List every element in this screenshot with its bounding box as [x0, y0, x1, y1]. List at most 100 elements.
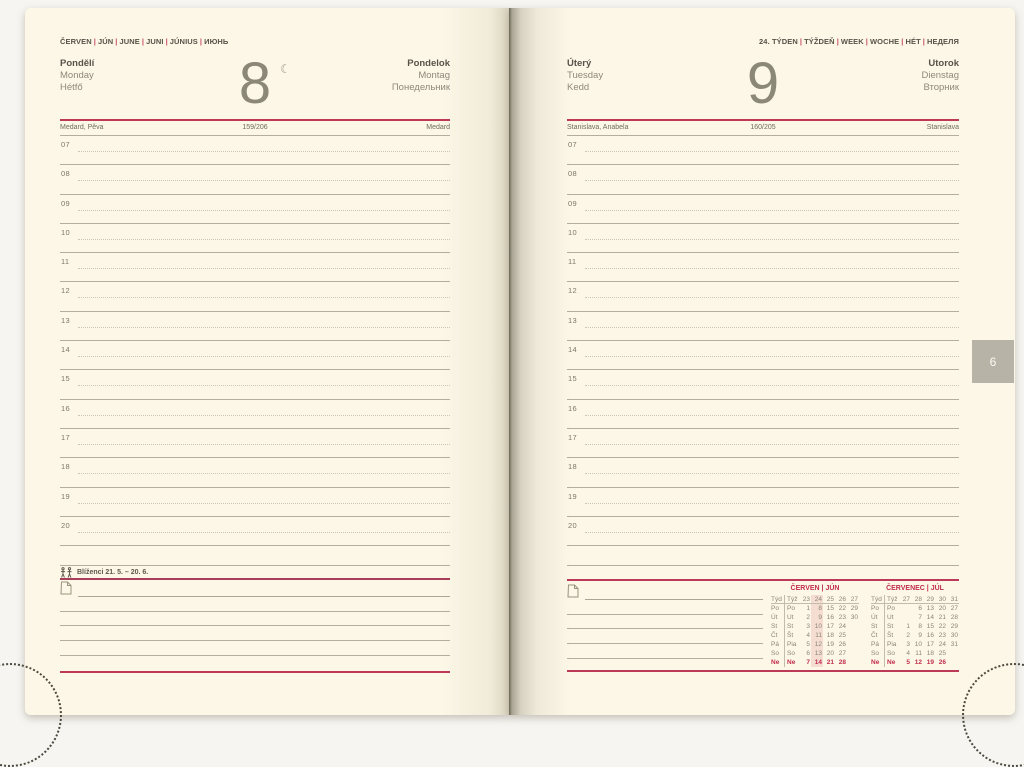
header-word: HÉT: [905, 37, 921, 46]
calendar-cell: 24: [811, 595, 823, 604]
calendar-cell: 29: [950, 623, 958, 630]
hour-label: 10: [61, 227, 70, 237]
calendar-row-label: Pia: [784, 640, 799, 649]
extra-schedule-line: [567, 545, 959, 566]
calendar-cell: 24: [838, 623, 846, 630]
note-line: [567, 615, 763, 630]
calendar-grid: Týd Týž 23 24 25 26 27 Po Po 1 8 15 22 29 Út Ut 2 9 16 23 30…: [771, 595, 859, 667]
hour-row-14: 14: [60, 340, 450, 369]
mini-calendars: ČERVEN | JÚN Týd Týž 23 24 25 26 27 Po Po 1 8 15 22 29…: [771, 583, 959, 667]
note-writing-line: [585, 599, 763, 600]
hour-label: 09: [61, 198, 70, 208]
day-names-left: Úterý Tuesday Kedd: [567, 58, 603, 94]
pipe-separator: |: [141, 37, 145, 46]
day-number: 8: [238, 51, 272, 116]
calendar-cell: 6: [806, 650, 810, 657]
pipe-separator: |: [115, 37, 118, 46]
calendar-row-label: Po: [784, 604, 799, 613]
hour-row-16: 16: [567, 398, 959, 428]
calendar-grid: Týd Týž 27 28 29 30 31 Po Po 6 13 20 27 Út Ut 7 14 21 28 St…: [871, 595, 959, 667]
day-names-right: Pondelok Montag Понедельник: [392, 58, 450, 94]
calendar-cell: [847, 622, 859, 631]
hour-writing-line: [78, 502, 450, 504]
note-line: [567, 583, 763, 600]
calendar-row-label: St: [771, 623, 778, 630]
day-name-hungarian: Kedd: [567, 82, 590, 93]
header-word: JUNE: [119, 37, 140, 46]
diary-right-page: 24. TÝDEN | TÝŽDEŇ | WEEK | WOCHE | HÉT | НЕДЕЛЯ Ú…: [509, 8, 1015, 715]
calendar-cell: 27: [950, 605, 958, 612]
hour-writing-line: [585, 209, 959, 211]
hour-label: 08: [61, 169, 70, 179]
pipe-separator: |: [799, 37, 803, 46]
calendar-row-label: Pá: [771, 641, 779, 648]
calendar-cell: [899, 604, 911, 613]
calendar-row-label: Čt: [871, 632, 878, 639]
hour-writing-line: [585, 356, 959, 358]
calendar-cell: 17: [926, 641, 934, 648]
hour-writing-line: [78, 209, 450, 211]
pipe-separator: |: [199, 37, 203, 46]
day-name-german: Montag: [418, 70, 450, 81]
hour-row-15: 15: [567, 369, 959, 398]
calendar-cell: 22: [938, 623, 946, 630]
hour-row-12: 12: [60, 281, 450, 310]
mini-calendar: ČERVENEC | JÚL Týd Týž 27 28 29 30 31 Po Po 6 13 20 2…: [871, 583, 959, 667]
hour-writing-line: [585, 443, 959, 445]
hour-row-20: 20: [567, 515, 959, 545]
calendar-cell: [947, 649, 959, 658]
hour-label: 11: [61, 257, 70, 267]
hour-label: 17: [61, 432, 70, 442]
calendar-row-label: Ne: [771, 659, 780, 666]
calendar-cell: 15: [826, 605, 834, 612]
hour-label: 14: [568, 345, 577, 355]
calendar-cell: 16: [826, 614, 834, 621]
day-header-block: Úterý Tuesday Kedd 9 Utorok Dienstag Вто…: [567, 51, 960, 118]
day-name-german: Dienstag: [921, 70, 960, 81]
day-number: 9: [746, 51, 780, 116]
hour-label: 11: [568, 257, 577, 267]
right-page-content: 24. TÝDEN | TÝŽDEŇ | WEEK | WOCHE | HÉT | НЕДЕЛЯ Ú…: [567, 8, 959, 715]
hour-row-18: 18: [567, 457, 959, 486]
day-of-year-counter: 160/205: [750, 124, 776, 131]
nameday-row: Medard, Pěva 159/206 Medard: [60, 124, 450, 135]
hour-row-16: 16: [60, 398, 450, 428]
note-page-icon: [567, 584, 579, 598]
hour-label: 07: [61, 140, 70, 149]
calendar-row-label: Po: [771, 605, 779, 612]
calendar-row-label: Ne: [871, 659, 880, 666]
note-line: [567, 644, 763, 659]
hour-writing-line: [78, 268, 450, 270]
calendar-cell: 28: [911, 595, 923, 604]
diary-spread: { "left_page": { "month_header_items": […: [0, 8, 1024, 767]
calendar-cell: 21: [826, 659, 834, 666]
bottom-red-line: [60, 671, 450, 673]
note-line: [60, 641, 450, 656]
calendar-cell: 7: [918, 614, 922, 621]
day-names-left: Pondělí Monday Hétfő: [60, 58, 94, 94]
calendar-row-label: Čt: [771, 632, 778, 639]
hour-writing-line: [585, 180, 959, 182]
red-separator-line: [60, 119, 450, 121]
day-name-czech: Pondělí: [60, 58, 95, 69]
calendar-cell: 25: [938, 650, 946, 657]
pipe-separator: |: [865, 37, 868, 46]
hour-row-13: 13: [60, 310, 450, 340]
calendar-row-label: St: [871, 623, 878, 630]
hour-writing-line: [585, 326, 959, 328]
day-header-block: Pondělí Monday Hétfő 8 ☾ Pondelok Montag…: [60, 51, 450, 118]
hour-label: 15: [61, 374, 70, 384]
hour-label: 16: [61, 403, 70, 413]
calendar-cell: [847, 658, 859, 667]
calendar-row-label: St: [784, 622, 799, 631]
month-tab: 6: [972, 340, 1014, 383]
calendar-cell: 23: [799, 595, 811, 604]
calendar-row-label: So: [871, 650, 879, 657]
bottom-red-line: [567, 670, 959, 672]
calendar-cell: 21: [938, 614, 946, 621]
calendar-row-label: Út: [771, 614, 778, 621]
day-names-right: Utorok Dienstag Вторник: [922, 58, 960, 94]
calendar-row-label: Týd: [871, 595, 884, 604]
calendar-row-label: St: [884, 622, 899, 631]
footer-area: ČERVEN | JÚN Týd Týž 23 24 25 26 27 Po Po 1 8 15 22 29…: [567, 583, 959, 667]
